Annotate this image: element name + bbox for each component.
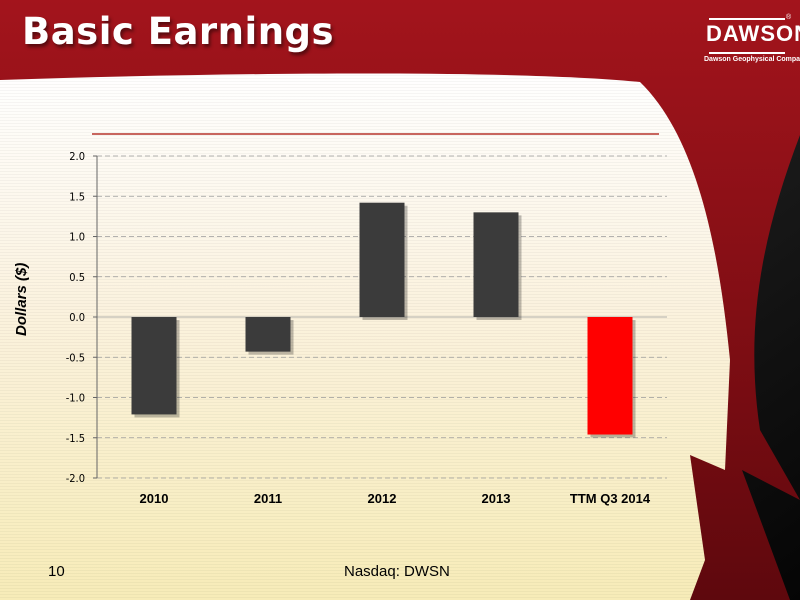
logo-wordmark: DAWSON xyxy=(706,21,800,46)
y-axis: 2.0 1.5 1.0 0.5 0.0 -0.5 -1.0 -1.5 -2.0 xyxy=(66,150,98,485)
y-tick-label: 0.0 xyxy=(69,311,85,324)
x-category-label: 2010 xyxy=(140,491,169,506)
y-tick-label: 0.5 xyxy=(69,271,85,284)
dawson-logo: DAWSON ® Dawson Geophysical Company xyxy=(704,14,800,70)
gridlines xyxy=(97,155,667,479)
registered-mark: ® xyxy=(786,14,792,21)
x-category-label: 2013 xyxy=(482,491,511,506)
bar-2013 xyxy=(473,212,519,317)
x-category-label: 2011 xyxy=(254,491,282,506)
page-number: 10 xyxy=(48,563,65,580)
bars xyxy=(131,202,636,438)
logo-tagline: Dawson Geophysical Company xyxy=(704,56,800,63)
y-axis-title: Dollars ($) xyxy=(13,262,30,336)
y-tick-label: 1.0 xyxy=(69,231,85,244)
x-category-label: 2012 xyxy=(368,491,397,506)
y-tick-label: -0.5 xyxy=(66,351,85,364)
slide-title: Basic Earnings xyxy=(22,10,335,53)
y-tick-label: 1.5 xyxy=(69,190,85,203)
logo-frame xyxy=(709,18,785,54)
bar-2010 xyxy=(131,317,177,415)
bar-2012 xyxy=(359,202,405,317)
footer-ticker: Nasdaq: DWSN xyxy=(344,563,450,580)
y-tick-label: 2.0 xyxy=(69,150,85,163)
y-tick-label: -2.0 xyxy=(66,472,85,485)
y-tick-label: -1.5 xyxy=(66,432,85,445)
y-tick-label: -1.0 xyxy=(66,392,85,405)
bar-ttm-q3-2014 xyxy=(587,317,633,435)
x-category-label: TTM Q3 2014 xyxy=(570,491,651,506)
x-axis-labels: 2010 2011 2012 2013 TTM Q3 2014 xyxy=(140,491,651,506)
bar-2011 xyxy=(245,317,291,352)
